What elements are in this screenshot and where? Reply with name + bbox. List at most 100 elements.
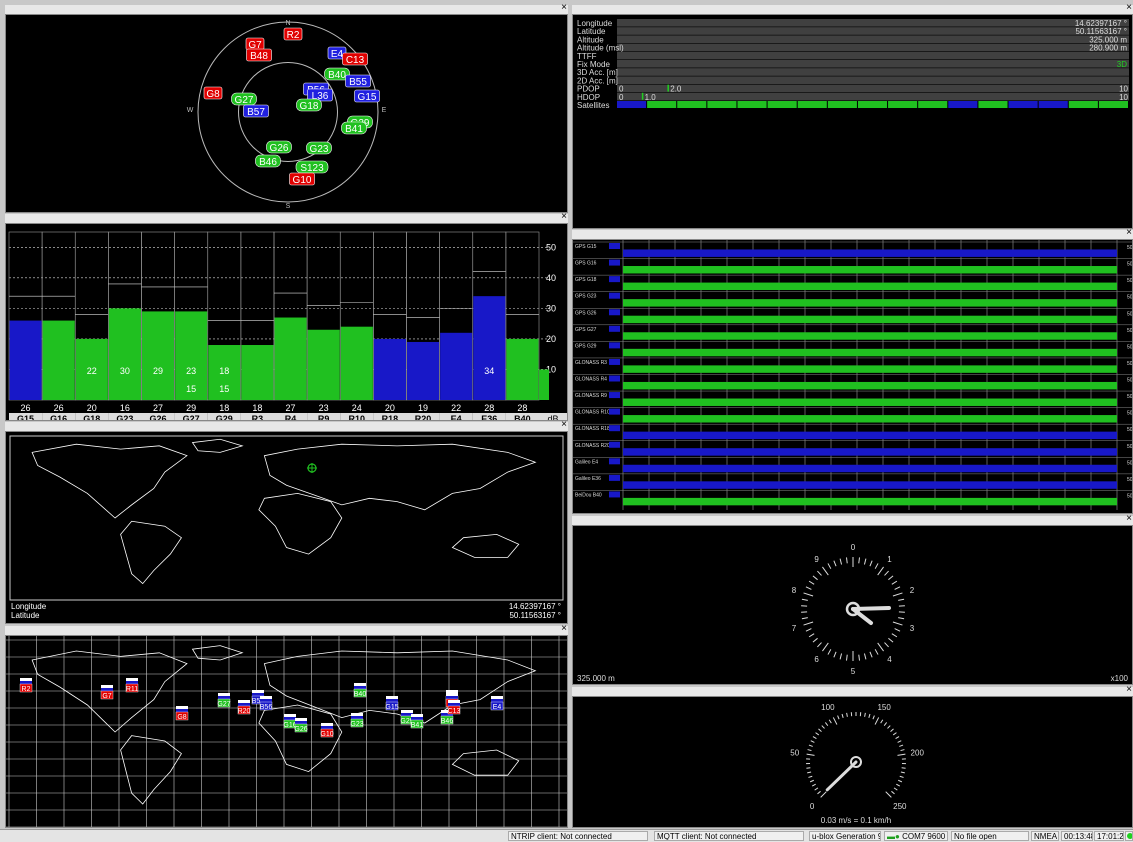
flag-label: R2 bbox=[22, 686, 31, 693]
timeline-row-label: GLONASS R18 bbox=[575, 426, 610, 432]
signal-xlabel: R3 bbox=[252, 414, 264, 420]
file-status-label: No file open bbox=[954, 832, 997, 841]
timeline-row-label: GLONASS R4 bbox=[575, 377, 607, 383]
altimeter-tick bbox=[806, 629, 811, 632]
signal-bar bbox=[142, 311, 174, 400]
flag-stripe bbox=[446, 693, 458, 696]
signal-xlabel: G18 bbox=[83, 414, 100, 420]
satmap-flag-R2: R2 bbox=[20, 678, 32, 693]
flag-icon bbox=[609, 475, 620, 481]
signal-inner-label: 23 bbox=[186, 366, 196, 376]
timeline-signal-bar bbox=[623, 283, 1117, 290]
altimeter-tick bbox=[892, 634, 897, 637]
satmap-flag-E4: E4 bbox=[491, 696, 503, 711]
close-icon[interactable]: × bbox=[561, 211, 567, 222]
sky-satellite-B48: B48 bbox=[247, 49, 272, 62]
close-icon[interactable]: × bbox=[1126, 227, 1132, 238]
skyview-titlebar: × bbox=[5, 5, 568, 14]
elapsed-time-label: 00:13:48 bbox=[1064, 832, 1093, 841]
signal-cno-label: 20 bbox=[87, 403, 97, 413]
altimeter-tick bbox=[846, 655, 847, 661]
close-icon[interactable]: × bbox=[561, 2, 567, 13]
altimeter-number: 8 bbox=[792, 586, 797, 595]
speed-number: 50 bbox=[790, 748, 799, 757]
sky-satellite-label: B55 bbox=[349, 77, 367, 88]
signal-ytick: 50 bbox=[546, 242, 556, 252]
speed-tick bbox=[808, 750, 812, 751]
speed-tick bbox=[807, 772, 811, 773]
signal-cno-label: 26 bbox=[21, 403, 31, 413]
sky-satellite-B41: B41 bbox=[342, 122, 367, 135]
speed-tick bbox=[825, 722, 827, 725]
timeline-scale: 50 bbox=[1127, 278, 1132, 284]
receiver-generation-label: u-blox Generation 9 bbox=[812, 832, 881, 841]
signal-bar bbox=[341, 327, 373, 400]
timeline-scale: 50 bbox=[1127, 493, 1132, 499]
flag-label: B41 bbox=[411, 722, 424, 729]
port-status[interactable]: ▬● COM7 9600 bbox=[884, 831, 948, 841]
dop-bar-bg bbox=[617, 85, 1129, 93]
flag-icon bbox=[609, 359, 620, 365]
altimeter-tick bbox=[888, 638, 893, 642]
timeline-signal-bar bbox=[623, 399, 1117, 406]
signal-cno-label: 27 bbox=[153, 403, 163, 413]
flag-icon bbox=[609, 293, 620, 299]
speed-tick bbox=[842, 714, 843, 718]
close-icon[interactable]: × bbox=[1126, 2, 1132, 13]
ntrip-status[interactable]: NTRIP client: Not connected bbox=[508, 831, 648, 841]
close-icon[interactable]: × bbox=[561, 419, 567, 430]
flag-label: C13 bbox=[448, 708, 461, 715]
speed-tick bbox=[881, 720, 883, 723]
altimeter-value: 325.000 m bbox=[577, 674, 615, 683]
signal-cno-label: 16 bbox=[120, 403, 130, 413]
flag-label: G10 bbox=[320, 731, 333, 738]
sky-satellite-G10: G10 bbox=[290, 173, 315, 186]
coastline bbox=[121, 736, 182, 804]
altimeter-tick bbox=[892, 581, 897, 584]
sky-satellite-C13: C13 bbox=[343, 53, 368, 66]
signal-ytick: 20 bbox=[546, 334, 556, 344]
sky-satellite-label: G18 bbox=[300, 101, 319, 112]
satellite-usage-cell bbox=[978, 101, 1007, 108]
datatable-value: 3D bbox=[1117, 60, 1127, 69]
flag-label: E4 bbox=[493, 704, 502, 711]
close-icon[interactable]: × bbox=[1126, 684, 1132, 695]
altimeter-tick bbox=[875, 563, 878, 568]
sky-satellite-B55: B55 bbox=[346, 75, 371, 88]
signal-cno-label: 28 bbox=[484, 403, 494, 413]
satmap-flag-G8: G8 bbox=[176, 706, 188, 721]
flag-stripe bbox=[411, 714, 423, 717]
speed-tick bbox=[875, 717, 879, 724]
timeline-row-label: GPS G27 bbox=[575, 327, 597, 333]
speed-needle bbox=[827, 762, 856, 790]
sky-direction-n: N bbox=[285, 20, 290, 27]
signal-bar bbox=[473, 296, 505, 400]
altimeter-number: 6 bbox=[814, 655, 819, 664]
altimeter-tick bbox=[898, 599, 904, 600]
flag-label: B40 bbox=[354, 691, 367, 698]
close-icon[interactable]: × bbox=[1126, 513, 1132, 524]
sky-satellite-label: B40 bbox=[328, 70, 346, 81]
signal-xlabel: R9 bbox=[318, 414, 330, 420]
flag-stripe bbox=[260, 699, 272, 702]
sky-satellite-B46: B46 bbox=[256, 155, 281, 168]
flag-label: G15 bbox=[385, 704, 398, 711]
altimeter-tick bbox=[859, 557, 860, 563]
speed-tick bbox=[807, 754, 815, 755]
ntrip-status-label: NTRIP client: Not connected bbox=[511, 832, 612, 841]
mqtt-status[interactable]: MQTT client: Not connected bbox=[654, 831, 804, 841]
sky-satellite-label: B57 bbox=[247, 107, 265, 118]
port-connected-icon: ▬● bbox=[887, 832, 900, 841]
datatable-row-bg bbox=[617, 52, 1129, 60]
flag-icon bbox=[609, 342, 620, 348]
flag-stripe bbox=[446, 696, 458, 699]
timeline-scale: 50 bbox=[1127, 394, 1132, 400]
worldmap-value: 50.11563167 ° bbox=[509, 611, 561, 620]
signal-chart: 504030201026G1526G1620G1816G2327G2629G27… bbox=[6, 224, 567, 420]
close-icon[interactable]: × bbox=[561, 623, 567, 634]
flag-stripe bbox=[101, 688, 113, 691]
flag-icon bbox=[609, 309, 620, 315]
